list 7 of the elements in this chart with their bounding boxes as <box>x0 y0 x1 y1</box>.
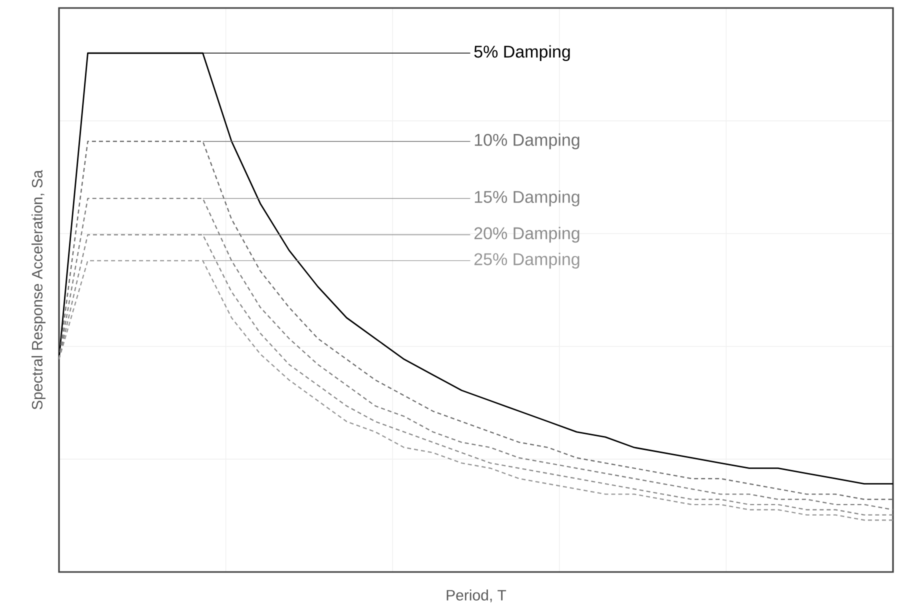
text: 25% Damping <box>474 252 580 269</box>
text: 20% Damping <box>474 226 580 243</box>
text: 15% Damping <box>474 190 580 206</box>
y-axis-title: Spectral Response Acceleration, Sa <box>31 170 46 410</box>
text: 5% Damping <box>474 45 570 62</box>
text: 10% Damping <box>474 133 580 150</box>
x-axis-title: Period, T <box>446 590 506 602</box>
